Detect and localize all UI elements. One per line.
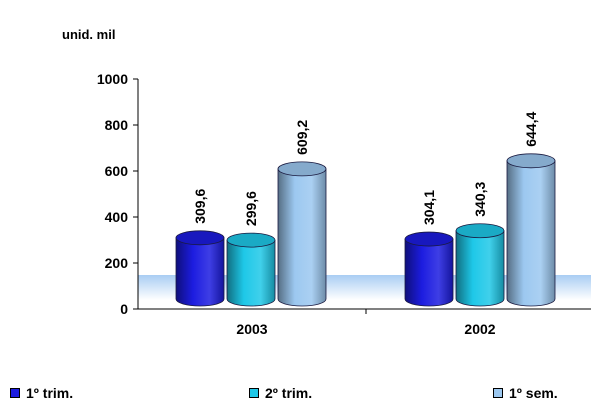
bar-top	[506, 153, 556, 169]
bar-top	[404, 231, 454, 247]
y-tick-label: 800	[105, 117, 129, 133]
y-axis: 0 200 400 600 800 1000	[97, 71, 139, 317]
bar-top	[455, 223, 505, 239]
legend-swatch-1-sem	[493, 388, 503, 398]
legend-swatch-2-trim	[249, 388, 259, 398]
x-tick-label: 2003	[236, 321, 267, 337]
legend-item-1-trim: 1º trim.	[10, 384, 73, 402]
legend-swatch-1-trim	[10, 388, 20, 398]
y-tick-label: 1000	[97, 71, 128, 87]
data-label: 644,4	[523, 112, 539, 147]
bar-top	[277, 161, 327, 177]
bar-body	[226, 239, 276, 307]
bar-body	[506, 160, 556, 307]
data-label: 309,6	[192, 189, 208, 224]
y-tick-label: 600	[105, 163, 129, 179]
value-labels: 309,6 299,6 609,2 304,1 340,3 644,4	[192, 112, 539, 227]
bar-body	[455, 230, 505, 307]
legend-item-1-sem: 1º sem.	[493, 384, 558, 402]
legend-label-1-trim: 1º trim.	[26, 385, 74, 401]
bar-2-trim-2002	[455, 223, 505, 307]
bar-1-sem-2003	[277, 161, 327, 307]
bar-body	[277, 168, 327, 307]
unit-label: unid. mil	[62, 27, 115, 42]
y-tick-label: 0	[120, 301, 128, 317]
legend-label-2-trim: 2º trim.	[265, 385, 313, 401]
legend: 1º trim. 2º trim. 1º sem.	[0, 384, 591, 402]
y-tick-label: 400	[105, 209, 129, 225]
bar-1-sem-2002	[506, 153, 556, 307]
bars	[175, 153, 556, 307]
bar-1-trim-2002	[404, 231, 454, 307]
legend-label-1-sem: 1º sem.	[509, 385, 558, 401]
x-axis: 2003 2002	[138, 308, 591, 337]
legend-item-2-trim: 2º trim.	[249, 384, 312, 402]
data-label: 340,3	[472, 181, 488, 216]
data-label: 304,1	[421, 190, 437, 225]
x-tick-label: 2002	[464, 321, 495, 337]
data-label: 609,2	[294, 120, 310, 155]
bar-top	[226, 232, 276, 248]
y-tick-label: 200	[105, 255, 129, 271]
bar-2-trim-2003	[226, 232, 276, 307]
data-label: 299,6	[243, 191, 259, 226]
bar-1-trim-2003	[175, 230, 225, 307]
bar-top	[175, 230, 225, 246]
bar-body	[175, 237, 225, 307]
bar-body	[404, 238, 454, 307]
